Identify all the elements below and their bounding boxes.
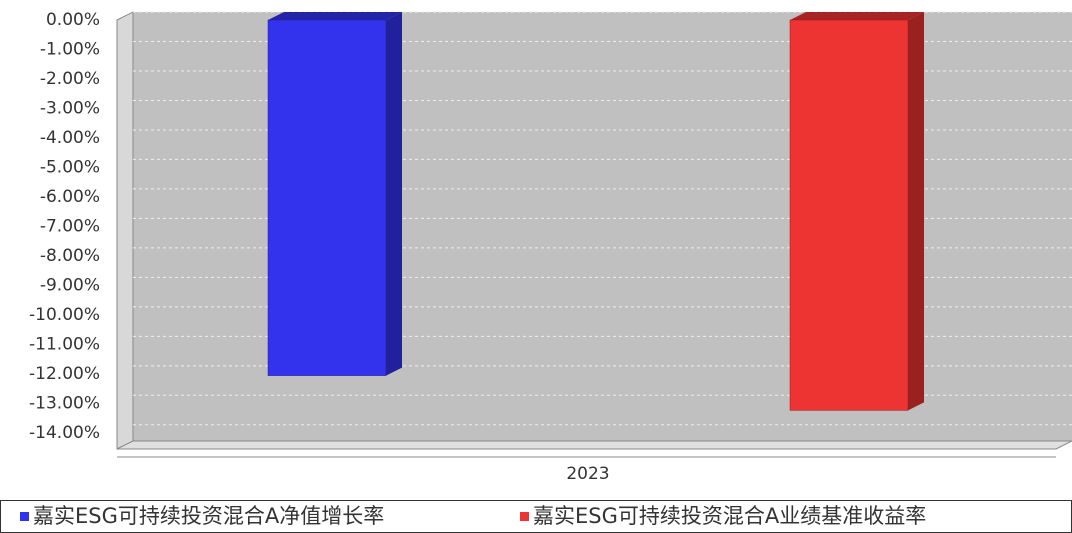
y-tick-label: -14.00% bbox=[29, 423, 100, 443]
y-tick-label: -8.00% bbox=[40, 246, 100, 266]
y-tick-label: -11.00% bbox=[29, 334, 100, 354]
y-tick-label: -9.00% bbox=[40, 275, 100, 295]
y-tick-label: -7.00% bbox=[40, 216, 100, 236]
legend-label: 嘉实ESG可持续投资混合A净值增长率 bbox=[33, 504, 384, 528]
y-tick-label: -6.00% bbox=[40, 187, 100, 207]
bar-side bbox=[386, 12, 402, 376]
x-tick-label: 2023 bbox=[566, 464, 609, 484]
bar-top bbox=[268, 12, 402, 20]
y-tick-label: -5.00% bbox=[40, 157, 100, 177]
side-wall bbox=[116, 11, 134, 450]
floor bbox=[116, 440, 1072, 450]
legend-swatch bbox=[520, 512, 529, 521]
y-tick-label: -10.00% bbox=[29, 305, 100, 325]
y-tick-label: -2.00% bbox=[40, 69, 100, 89]
plot-layer: 0.00% -1.00% -2.00% -3.00% -4.00% -5.00% -6.00… bbox=[20, 10, 1072, 528]
legend-swatch bbox=[20, 512, 29, 521]
y-tick-label: -13.00% bbox=[29, 393, 100, 413]
y-tick-label: -1.00% bbox=[40, 39, 100, 59]
bar bbox=[789, 19, 909, 411]
y-tick-label: -3.00% bbox=[40, 98, 100, 118]
y-tick-label: 0.00% bbox=[46, 10, 100, 30]
legend-label: 嘉实ESG可持续投资混合A业绩基准收益率 bbox=[533, 504, 926, 528]
bar bbox=[267, 19, 387, 376]
bar-side bbox=[908, 12, 924, 411]
y-tick-label: -4.00% bbox=[40, 128, 100, 148]
bar-top bbox=[790, 12, 924, 20]
y-tick-label: -12.00% bbox=[29, 364, 100, 384]
